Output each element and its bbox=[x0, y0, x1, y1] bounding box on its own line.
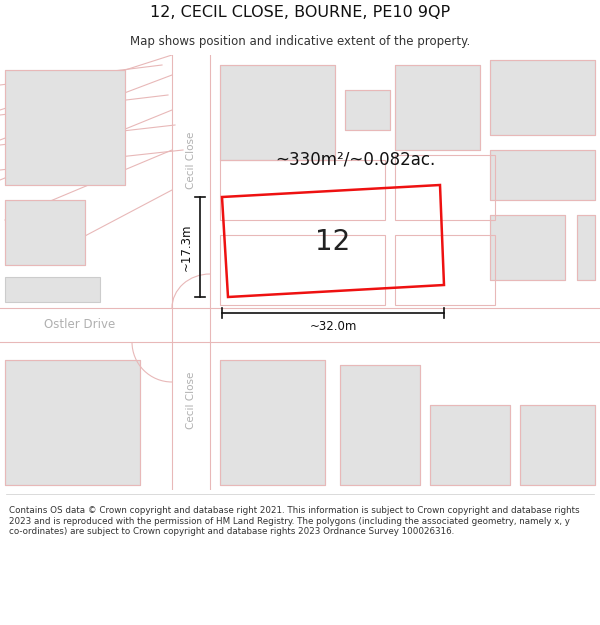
Bar bbox=[220, 160, 385, 220]
Bar bbox=[5, 200, 85, 265]
Bar bbox=[345, 90, 390, 130]
Bar bbox=[220, 235, 385, 305]
Bar bbox=[490, 60, 595, 135]
Bar bbox=[0, 308, 600, 342]
Text: ~32.0m: ~32.0m bbox=[310, 321, 356, 334]
Bar bbox=[5, 360, 140, 485]
Bar bbox=[395, 235, 495, 305]
Text: 12: 12 bbox=[316, 228, 350, 256]
Bar bbox=[5, 70, 125, 185]
Bar bbox=[490, 150, 595, 200]
Bar bbox=[5, 360, 140, 485]
Text: ~17.3m: ~17.3m bbox=[179, 223, 193, 271]
Bar bbox=[520, 405, 595, 485]
Text: ~330m²/~0.082ac.: ~330m²/~0.082ac. bbox=[275, 151, 435, 169]
Bar bbox=[395, 65, 480, 150]
Bar bbox=[490, 150, 595, 200]
Text: Ostler Drive: Ostler Drive bbox=[44, 319, 116, 331]
Bar bbox=[5, 70, 125, 185]
Bar bbox=[345, 90, 390, 130]
Bar bbox=[220, 360, 325, 485]
Bar bbox=[220, 65, 335, 160]
Bar bbox=[490, 215, 565, 280]
Bar bbox=[340, 365, 420, 485]
Text: Contains OS data © Crown copyright and database right 2021. This information is : Contains OS data © Crown copyright and d… bbox=[9, 506, 580, 536]
Bar bbox=[220, 65, 335, 160]
Bar bbox=[430, 405, 510, 485]
Bar bbox=[430, 405, 510, 485]
Bar bbox=[520, 405, 595, 485]
Bar bbox=[5, 277, 100, 302]
Text: Cecil Close: Cecil Close bbox=[186, 371, 196, 429]
Bar bbox=[577, 215, 595, 280]
Text: Cecil Close: Cecil Close bbox=[186, 131, 196, 189]
Bar bbox=[340, 365, 420, 485]
Bar bbox=[490, 215, 565, 280]
Bar bbox=[395, 65, 480, 150]
Bar bbox=[490, 60, 595, 135]
Bar bbox=[577, 215, 595, 280]
Bar bbox=[5, 200, 85, 265]
Bar bbox=[220, 360, 325, 485]
Bar bbox=[172, 55, 210, 490]
Text: Map shows position and indicative extent of the property.: Map shows position and indicative extent… bbox=[130, 35, 470, 48]
Text: 12, CECIL CLOSE, BOURNE, PE10 9QP: 12, CECIL CLOSE, BOURNE, PE10 9QP bbox=[150, 4, 450, 19]
Bar bbox=[395, 155, 495, 220]
